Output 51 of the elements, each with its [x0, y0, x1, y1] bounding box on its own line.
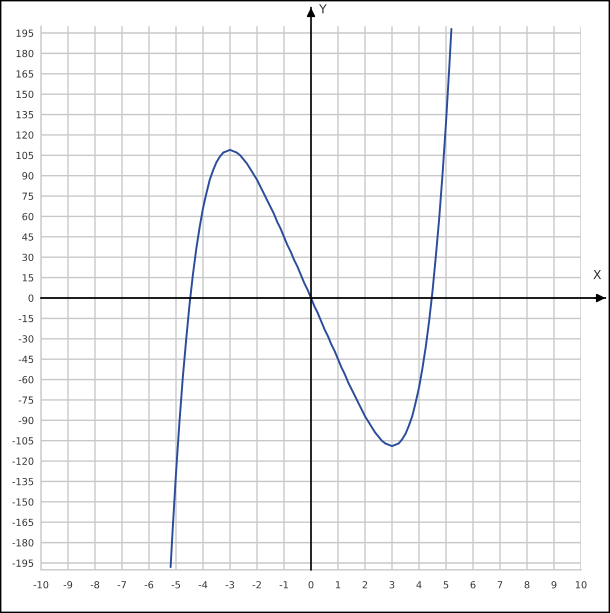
y-tick-label: -135 [12, 478, 34, 486]
x-tick-label: -2 [252, 581, 261, 588]
x-tick-label: 9 [552, 581, 556, 588]
y-tick-label: -165 [12, 518, 34, 526]
x-axis-title: X [593, 270, 602, 280]
y-tick-label: -30 [18, 335, 34, 343]
x-tick-label: 7 [498, 581, 502, 588]
y-tick-label: -180 [12, 539, 34, 546]
y-axis-title: Y [319, 4, 327, 14]
x-tick-label: 4 [416, 581, 422, 588]
x-tick-label: 5 [444, 581, 448, 588]
y-tick-label: 165 [16, 70, 34, 78]
y-tick-label: -195 [12, 559, 34, 567]
x-tick-label: 6 [470, 581, 476, 588]
x-tick-label: -1 [280, 581, 288, 588]
x-tick-label: 1 [336, 581, 340, 588]
x-tick-label: -10 [34, 581, 48, 588]
y-tick-label: 105 [16, 152, 34, 160]
x-tick-label: 2 [362, 581, 368, 588]
y-tick-label: -45 [18, 356, 34, 363]
y-tick-label: -105 [12, 437, 34, 445]
x-tick-label: 3 [390, 581, 394, 588]
x-tick-label: -5 [172, 581, 180, 588]
y-tick-label: 120 [16, 131, 34, 139]
x-tick-label: -6 [144, 581, 154, 588]
x-tick-label: -9 [64, 581, 72, 588]
y-tick-label: -150 [12, 498, 34, 506]
x-tick-label: 8 [524, 581, 530, 588]
y-tick-label: -120 [12, 458, 34, 465]
x-tick-label: -4 [198, 581, 208, 588]
y-tick-label: -75 [18, 396, 34, 404]
y-tick-label: 135 [16, 111, 34, 118]
y-tick-label: 180 [16, 50, 34, 58]
y-tick-label: 150 [16, 90, 34, 98]
x-tick-label: -8 [90, 581, 100, 588]
x-tick-label: 10 [576, 581, 587, 588]
y-tick-label: 45 [22, 233, 34, 241]
y-tick-label: 60 [22, 212, 34, 220]
x-tick-label: 0 [308, 581, 314, 588]
y-tick-label: -60 [18, 376, 34, 384]
y-tick-label: -90 [18, 416, 34, 424]
y-tick-label: 195 [16, 29, 34, 37]
y-tick-label: 75 [22, 192, 34, 200]
x-tick-label: -7 [118, 581, 126, 588]
y-tick-label: 90 [22, 172, 34, 180]
y-tick-label: 15 [22, 274, 34, 282]
y-tick-label: 0 [28, 294, 34, 302]
y-tick-label: -15 [18, 314, 34, 322]
line-series [170, 28, 452, 568]
y-tick-label: 30 [22, 254, 34, 262]
x-tick-label: -3 [226, 581, 234, 588]
